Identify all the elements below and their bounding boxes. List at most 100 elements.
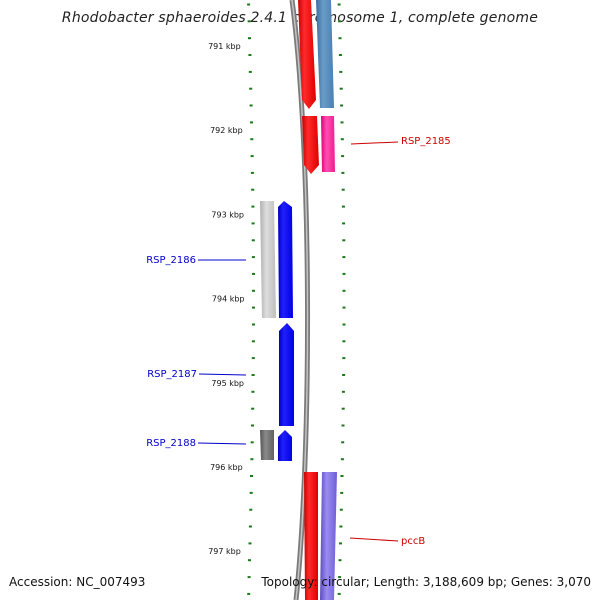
minor-tick [250, 441, 254, 444]
cds-pccb-purple[interactable] [320, 472, 337, 600]
minor-tick [248, 559, 251, 562]
topology-text: Topology: circular; Length: 3,188,609 bp… [261, 575, 591, 589]
minor-tick [248, 70, 252, 73]
cds-red-top[interactable] [298, 0, 316, 109]
minor-tick [248, 525, 252, 528]
gene-label-rsp-2185[interactable]: RSP_2185 [401, 136, 451, 147]
minor-tick [340, 475, 344, 477]
cds-rsp-2186-blue[interactable] [278, 201, 293, 318]
minor-tick [251, 424, 254, 427]
minor-tick [251, 205, 255, 208]
cds-rsp-2186-lightgray[interactable] [260, 201, 276, 318]
tick-label: 793 kbp [211, 210, 244, 219]
minor-tick [249, 491, 253, 494]
minor-tick [342, 306, 346, 309]
minor-tick [341, 188, 345, 191]
minor-tick [251, 222, 255, 225]
minor-tick [247, 3, 251, 6]
tick-marks [247, 3, 346, 595]
minor-tick [338, 37, 342, 40]
minor-tick [340, 458, 344, 461]
minor-tick [342, 222, 346, 225]
pccb-leader [349, 537, 399, 542]
minor-tick [340, 121, 344, 124]
rsp-2188-leader [197, 442, 247, 445]
minor-tick [342, 272, 346, 275]
tick-label: 794 kbp [212, 295, 245, 304]
minor-tick [342, 256, 346, 259]
minor-tick [342, 340, 346, 343]
tick-label: 795 kbp [211, 379, 244, 388]
minor-tick [250, 475, 253, 477]
cds-rsp-2185-pink[interactable] [321, 116, 335, 172]
cds-rsp-2188-darkgray[interactable] [260, 430, 274, 460]
minor-tick [341, 155, 345, 158]
accession-text: Accession: NC_007493 [9, 575, 146, 589]
minor-tick [338, 20, 342, 23]
minor-tick [342, 357, 346, 360]
minor-tick [337, 592, 341, 595]
gene-label-rsp-2187[interactable]: RSP_2187 [147, 369, 197, 380]
tick-label: 796 kbp [210, 463, 243, 472]
minor-tick [247, 592, 251, 595]
minor-tick [251, 390, 255, 393]
minor-tick [339, 87, 343, 90]
cds-rsp-2187-blue[interactable] [279, 323, 294, 426]
minor-tick [252, 323, 255, 326]
gene-label-pccb[interactable]: pccB [401, 536, 425, 547]
minor-tick [248, 54, 252, 56]
minor-tick [247, 20, 251, 23]
minor-tick [338, 576, 342, 579]
minor-tick [339, 508, 343, 511]
minor-tick [252, 289, 255, 292]
minor-tick [341, 390, 345, 393]
cds-rsp-2188-blue[interactable] [278, 430, 292, 461]
tick-label: 792 kbp [210, 126, 243, 135]
minor-tick [339, 70, 343, 73]
minor-tick [339, 542, 342, 545]
minor-tick [252, 306, 255, 309]
minor-tick [341, 441, 345, 444]
minor-tick [340, 138, 344, 141]
minor-tick [341, 205, 345, 208]
minor-tick [248, 37, 251, 40]
minor-tick [251, 188, 255, 191]
minor-tick [251, 357, 255, 360]
minor-tick [249, 104, 253, 107]
minor-tick [249, 508, 253, 511]
rsp-2187-leader [198, 373, 247, 376]
tick-label: 791 kbp [208, 42, 241, 51]
rsp-2185-leader [350, 141, 399, 145]
minor-tick [342, 374, 346, 376]
minor-tick [342, 239, 346, 242]
minor-tick [251, 407, 255, 410]
tick-labels: 791 kbp 792 kbp 793 kbp 794 kbp 795 kbp 796 k… [208, 42, 244, 556]
tick-label: 797 kbp [208, 547, 241, 556]
minor-tick [250, 138, 254, 141]
minor-tick [337, 3, 341, 6]
minor-tick [250, 171, 254, 174]
minor-tick [252, 272, 255, 275]
chromosome-backbone-highlight [291, 0, 309, 600]
minor-tick [251, 239, 255, 242]
minor-tick [342, 289, 346, 292]
cds-rsp-2185-red[interactable] [302, 116, 319, 174]
cds-steel-blue-top[interactable] [316, 0, 334, 108]
minor-tick [247, 576, 251, 579]
minor-tick [341, 407, 345, 410]
minor-tick [250, 155, 254, 158]
minor-tick [340, 491, 344, 494]
minor-tick [341, 171, 345, 174]
gene-label-rsp-2188[interactable]: RSP_2188 [146, 438, 196, 449]
minor-tick [251, 340, 255, 343]
minor-tick [340, 104, 344, 107]
minor-tick [248, 542, 252, 545]
minor-tick [338, 559, 342, 562]
minor-tick [251, 374, 255, 376]
minor-tick [251, 256, 255, 259]
minor-tick [250, 121, 253, 124]
cds-pccb-red[interactable] [304, 472, 318, 600]
gene-label-rsp-2186[interactable]: RSP_2186 [146, 255, 196, 266]
minor-tick [339, 525, 343, 528]
